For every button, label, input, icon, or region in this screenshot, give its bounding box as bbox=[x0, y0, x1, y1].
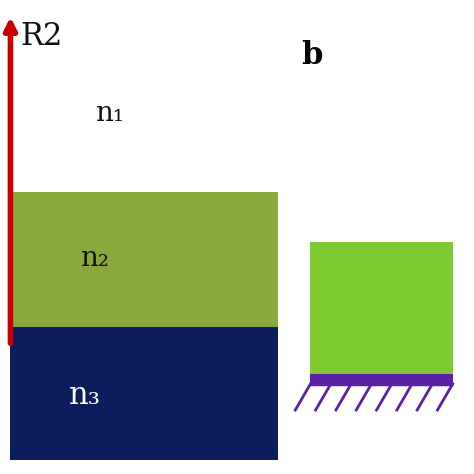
Bar bbox=[310, 374, 453, 384]
Text: n₂: n₂ bbox=[80, 245, 109, 272]
Bar bbox=[10, 192, 278, 327]
Bar bbox=[10, 327, 278, 460]
Text: n₁: n₁ bbox=[94, 100, 124, 127]
Bar bbox=[10, 14, 278, 192]
Text: n₃: n₃ bbox=[69, 380, 101, 411]
Bar bbox=[310, 242, 453, 374]
Text: R2: R2 bbox=[20, 21, 62, 52]
Text: b: b bbox=[301, 40, 322, 71]
